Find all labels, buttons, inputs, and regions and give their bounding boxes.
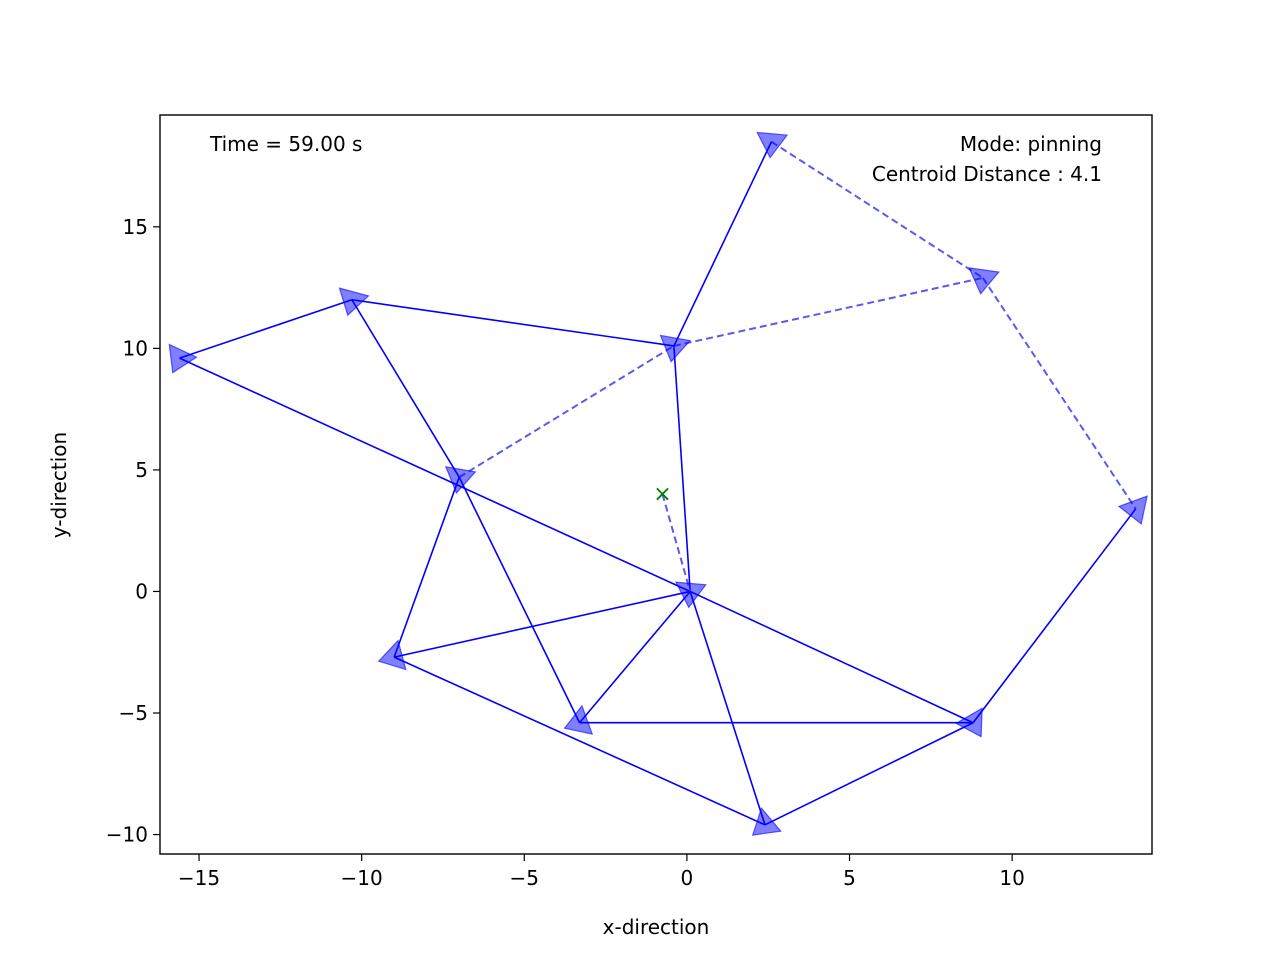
agent [968, 267, 1000, 295]
agent [444, 465, 477, 495]
solid-edge [394, 590, 691, 658]
edges-layer [179, 140, 1137, 826]
plot-frame [159, 114, 1153, 855]
solid-edge [673, 345, 691, 592]
dashed-edge [770, 140, 984, 279]
centroid-link-edge [661, 493, 692, 592]
agent-triangle [751, 806, 782, 836]
x-tick-label: 10 [999, 866, 1024, 890]
solid-edge [179, 298, 353, 359]
agent-triangle [168, 343, 198, 374]
solid-edge [179, 357, 691, 593]
agent-triangle [444, 465, 477, 495]
marker-layer: × [653, 482, 671, 507]
ticks-layer: −15 −10 −5 0 5 10 −10 −5 0 5 10 15 [106, 215, 1025, 890]
dashed-edge [458, 345, 675, 479]
y-tick-label: −10 [106, 823, 148, 847]
solid-edge [351, 298, 675, 347]
agent [674, 581, 707, 609]
agent-triangle [563, 704, 594, 735]
agent-triangle [1117, 495, 1148, 525]
agent-triangle [659, 334, 692, 363]
agent [563, 704, 594, 735]
agent-triangle [338, 287, 370, 317]
centroid-marker: × [653, 482, 671, 507]
agent [659, 334, 692, 363]
agent-triangle [968, 267, 1000, 295]
agent [168, 343, 198, 374]
y-tick-label: 15 [123, 215, 148, 239]
agent [377, 639, 407, 671]
solid-edge [393, 656, 766, 826]
centroid-distance-annotation: Centroid Distance : 4.1 [872, 162, 1102, 186]
x-tick-label: 5 [843, 866, 856, 890]
x-axis-label: x-direction [603, 915, 710, 939]
x-tick-label: −5 [510, 866, 539, 890]
agent [756, 131, 789, 159]
solid-edge [351, 299, 460, 478]
x-tick-label: −10 [341, 866, 383, 890]
agent [954, 707, 983, 738]
agent [751, 806, 782, 836]
solid-edge [689, 590, 974, 724]
y-axis-label: y-direction [47, 432, 71, 538]
agent [1117, 495, 1148, 525]
mode-annotation: Mode: pinning [960, 132, 1102, 156]
agent-triangle [674, 581, 707, 609]
solid-edge [673, 141, 773, 347]
solid-edge [578, 590, 691, 724]
x-tick-label: −15 [178, 866, 220, 890]
y-tick-label: 5 [135, 458, 148, 482]
time-annotation: Time = 59.00 s [209, 132, 362, 156]
x-tick-label: 0 [681, 866, 694, 890]
y-tick-label: 10 [123, 336, 148, 360]
agent [338, 287, 370, 317]
solid-edge [764, 722, 974, 826]
solid-edge [458, 476, 581, 724]
agent-triangle [756, 131, 789, 159]
solid-edge [393, 476, 460, 658]
agent-triangle [377, 639, 407, 671]
agent-triangle [954, 707, 983, 738]
agents-layer [168, 131, 1148, 836]
dashed-edge [982, 277, 1137, 510]
y-tick-label: −5 [119, 701, 148, 725]
solid-edge [689, 591, 766, 826]
dashed-edge [673, 276, 984, 347]
y-tick-label: 0 [135, 579, 148, 603]
solid-edge [972, 508, 1137, 724]
